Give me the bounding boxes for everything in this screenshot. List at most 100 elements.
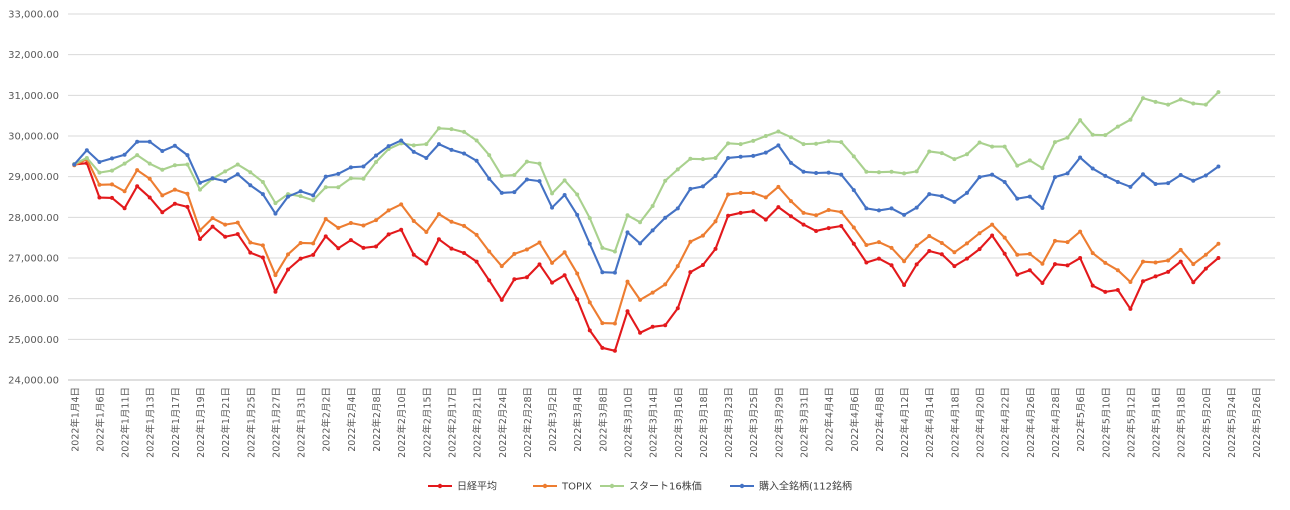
data-point <box>97 170 102 175</box>
data-point <box>374 244 379 249</box>
x-tick-label: 2022年1月11日 <box>120 387 132 458</box>
data-point <box>663 282 668 287</box>
legend-label: TOPIX <box>561 482 592 493</box>
data-point <box>462 223 467 228</box>
data-point <box>172 187 177 192</box>
data-point <box>801 142 806 147</box>
data-point <box>260 179 265 184</box>
data-point <box>1216 164 1221 169</box>
data-point <box>198 187 203 192</box>
data-point <box>1090 132 1095 137</box>
data-point <box>1040 205 1045 210</box>
data-point <box>160 149 165 154</box>
series-line <box>73 158 1220 325</box>
data-point <box>135 139 140 144</box>
data-point <box>1103 133 1108 138</box>
data-point <box>1115 179 1120 184</box>
data-point <box>864 260 869 265</box>
x-tick-label: 2022年1月4日 <box>69 387 81 452</box>
data-point <box>361 176 366 181</box>
data-point <box>223 234 228 239</box>
data-point <box>273 201 278 206</box>
data-point <box>185 162 190 167</box>
data-point <box>1115 124 1120 129</box>
data-point <box>977 175 982 180</box>
data-point <box>323 234 328 239</box>
data-point <box>1203 252 1208 257</box>
data-point <box>914 169 919 174</box>
data-point <box>952 157 957 162</box>
data-point <box>1140 96 1145 101</box>
data-point <box>487 153 492 158</box>
legend-marker <box>739 483 745 489</box>
data-point <box>814 228 819 233</box>
data-point <box>1178 259 1183 264</box>
data-point <box>361 223 366 228</box>
data-point <box>726 213 731 218</box>
data-point <box>1128 279 1133 284</box>
data-point <box>851 154 856 159</box>
data-point <box>801 210 806 215</box>
data-point <box>1040 166 1045 171</box>
data-point <box>939 151 944 156</box>
data-point <box>374 153 379 158</box>
data-point <box>713 155 718 160</box>
data-point <box>436 126 441 131</box>
data-point <box>650 290 655 295</box>
data-point <box>311 193 316 198</box>
x-tick-label: 2022年5月24日 <box>1226 387 1238 458</box>
data-point <box>84 148 89 153</box>
data-point <box>298 189 303 194</box>
data-point <box>902 171 907 176</box>
data-point <box>1052 175 1057 180</box>
x-tick-label: 2022年1月31日 <box>296 387 308 458</box>
data-point <box>323 174 328 179</box>
data-point <box>374 160 379 165</box>
x-tick-label: 2022年4月8日 <box>874 387 886 452</box>
data-point <box>864 242 869 247</box>
data-point <box>851 225 856 230</box>
data-point <box>851 188 856 193</box>
data-point <box>638 220 643 225</box>
data-point <box>474 158 479 163</box>
y-tick-label: 25,000.00 <box>8 335 59 346</box>
data-point <box>1040 261 1045 266</box>
data-point <box>84 155 89 160</box>
data-point <box>223 222 228 227</box>
data-point <box>260 243 265 248</box>
data-point <box>122 189 127 194</box>
data-point <box>625 230 630 235</box>
data-point <box>1166 269 1171 274</box>
series-line <box>73 139 1220 274</box>
data-point <box>600 321 605 326</box>
x-tick-label: 2022年3月25日 <box>748 387 760 458</box>
legend-label: 日経平均 <box>457 480 497 493</box>
x-tick-label: 2022年2月10日 <box>396 387 408 458</box>
data-point <box>122 161 127 166</box>
data-point <box>97 160 102 165</box>
data-point <box>1153 181 1158 186</box>
data-point <box>248 170 253 175</box>
y-tick-label: 28,000.00 <box>8 213 59 224</box>
legend-marker <box>437 483 443 489</box>
data-point <box>990 144 995 149</box>
data-point <box>851 241 856 246</box>
data-point <box>927 192 932 197</box>
data-point <box>135 184 140 189</box>
data-point <box>348 221 353 226</box>
data-point <box>210 224 215 229</box>
data-point <box>198 237 203 242</box>
data-point <box>814 213 819 218</box>
data-point <box>650 324 655 329</box>
data-point <box>726 155 731 160</box>
data-point <box>826 226 831 231</box>
data-point <box>198 228 203 233</box>
data-point <box>663 215 668 220</box>
data-point <box>977 140 982 145</box>
data-point <box>537 179 542 184</box>
data-point <box>575 212 580 217</box>
data-point <box>399 202 404 207</box>
data-point <box>235 232 240 237</box>
data-point <box>625 213 630 218</box>
data-point <box>512 173 517 178</box>
